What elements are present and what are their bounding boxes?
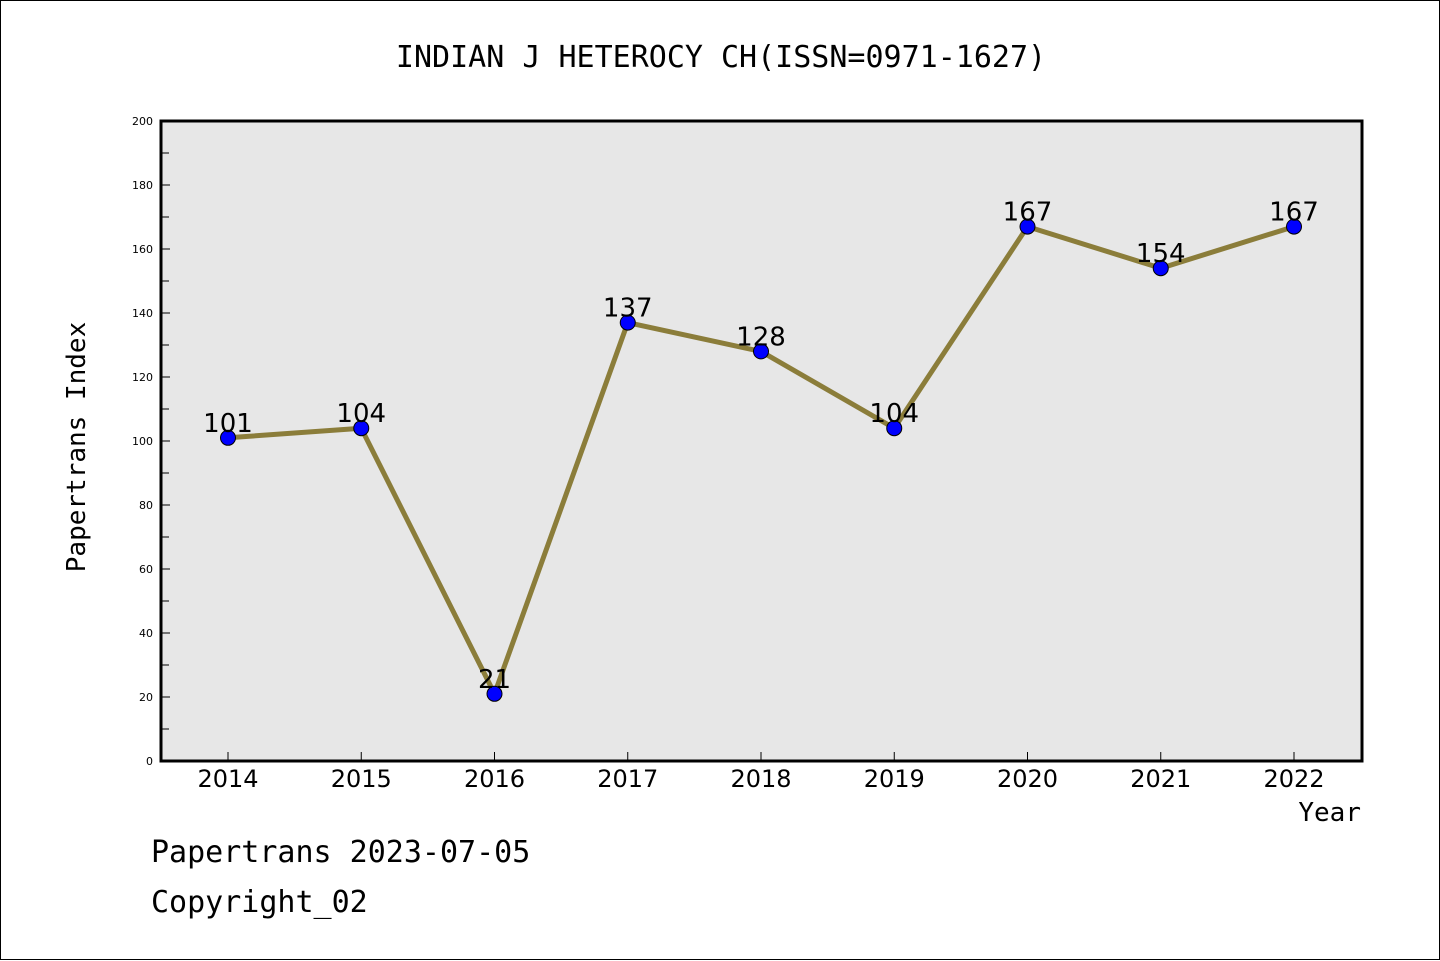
- x-axis-label: Year: [1298, 798, 1361, 828]
- y-tick-label: 180: [132, 179, 153, 192]
- data-label: 167: [1269, 198, 1319, 228]
- data-label: 128: [736, 322, 786, 352]
- data-label: 101: [203, 409, 253, 439]
- data-label: 104: [336, 399, 386, 429]
- x-tick-label: 2018: [730, 765, 791, 793]
- data-point: [886, 420, 903, 437]
- x-tick-label: 2014: [197, 765, 258, 793]
- data-point: [486, 685, 503, 702]
- y-tick-label: 20: [139, 691, 153, 704]
- y-tick-label: 0: [146, 755, 153, 768]
- y-tick-label: 80: [139, 499, 153, 512]
- data-point: [353, 420, 370, 437]
- data-label: 167: [1003, 198, 1053, 228]
- x-tick-label: 2015: [331, 765, 392, 793]
- chart-title: INDIAN J HETEROCY CH(ISSN=0971-1627): [396, 40, 1046, 75]
- y-tick-label: 140: [132, 307, 153, 320]
- x-tick-label: 2017: [597, 765, 658, 793]
- data-point: [753, 343, 769, 360]
- data-point: [1286, 218, 1302, 235]
- plot-border: [159, 119, 1364, 763]
- y-tick-label: 200: [132, 115, 153, 128]
- x-tick-label: 2020: [997, 765, 1058, 793]
- y-tick-label: 100: [132, 435, 153, 448]
- data-label: 137: [603, 294, 653, 324]
- data-label: 104: [869, 399, 919, 429]
- x-axis: 2014 2015 2016 2017 2018 2019 2020 2021 2022: [197, 752, 1325, 793]
- x-tick-label: 2019: [864, 765, 925, 793]
- copyright-text: Copyright_02: [151, 885, 368, 920]
- data-point: [619, 314, 636, 331]
- data-point: [220, 429, 236, 446]
- series-group: 101 104 21 137 128 104 167 154 167: [203, 198, 1319, 702]
- data-label: 154: [1136, 239, 1186, 269]
- generated-date-text: Papertrans 2023-07-05: [151, 835, 531, 870]
- data-point: [1019, 218, 1036, 235]
- plot-area: [161, 121, 1362, 761]
- x-tick-label: 2021: [1130, 765, 1191, 793]
- data-point: [1152, 260, 1169, 277]
- y-tick-label: 40: [139, 627, 153, 640]
- y-tick-label: 60: [139, 563, 153, 576]
- y-axis-label: Papertrans Index: [62, 322, 92, 572]
- y-tick-label: 160: [132, 243, 153, 256]
- x-tick-label: 2016: [464, 765, 525, 793]
- y-tick-label: 120: [132, 371, 153, 384]
- data-label: 21: [478, 665, 511, 695]
- x-tick-label: 2022: [1263, 765, 1324, 793]
